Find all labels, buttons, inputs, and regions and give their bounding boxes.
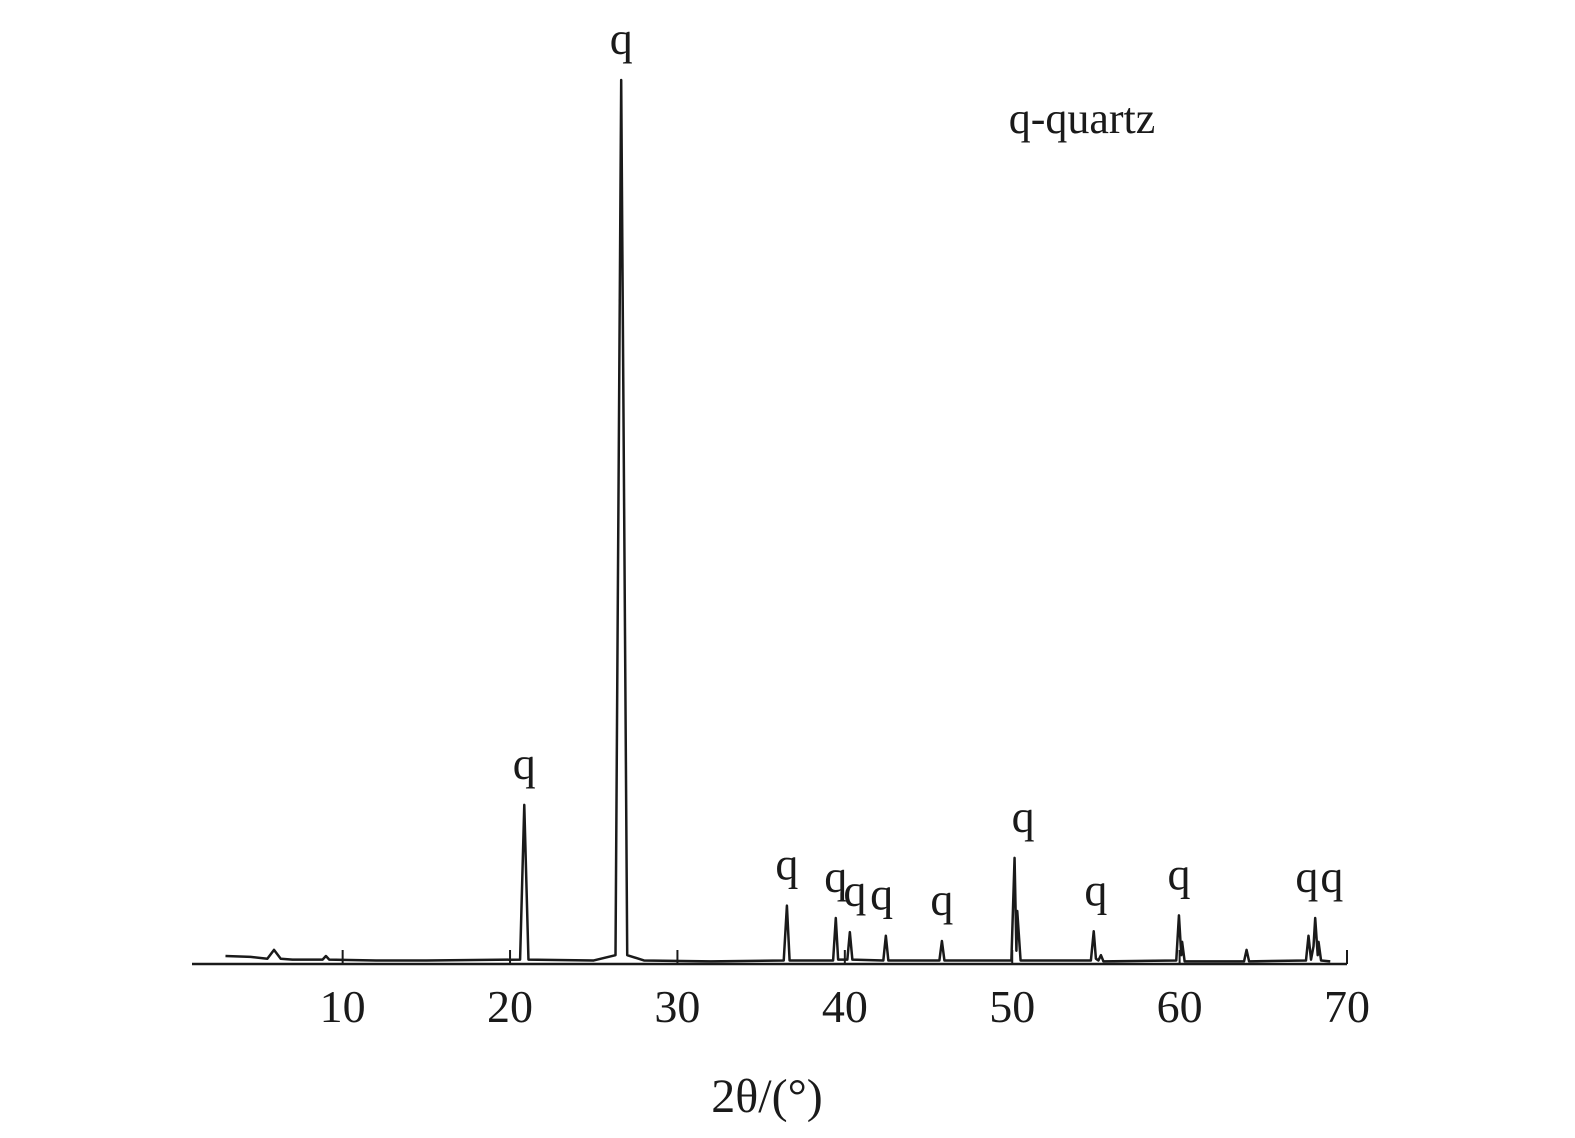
peak-label: q: [610, 13, 633, 64]
peak-label: q: [1012, 791, 1035, 842]
x-tick-label: 70: [1324, 981, 1370, 1032]
peak-label: q: [513, 738, 536, 789]
x-tick-label: 20: [487, 981, 533, 1032]
legend-text: q-quartz: [1009, 94, 1156, 143]
peak-label: q: [930, 874, 953, 925]
peak-label: q: [824, 851, 847, 902]
x-tick-label: 50: [989, 981, 1035, 1032]
x-tick-label: 40: [822, 981, 868, 1032]
x-axis-label: 2θ/(°): [711, 1070, 823, 1123]
peak-label: q: [843, 865, 866, 916]
x-tick-label: 10: [320, 981, 366, 1032]
peak-label: q: [1084, 864, 1107, 915]
xrd-pattern: [225, 78, 1331, 963]
peak-label: q: [1167, 848, 1190, 899]
peak-label: q: [1295, 851, 1318, 902]
peak-label: q: [1320, 851, 1343, 902]
x-tick-label: 60: [1157, 981, 1203, 1032]
peak-label: q: [775, 839, 798, 890]
peak-label: q: [870, 869, 893, 920]
x-tick-label: 30: [654, 981, 700, 1032]
